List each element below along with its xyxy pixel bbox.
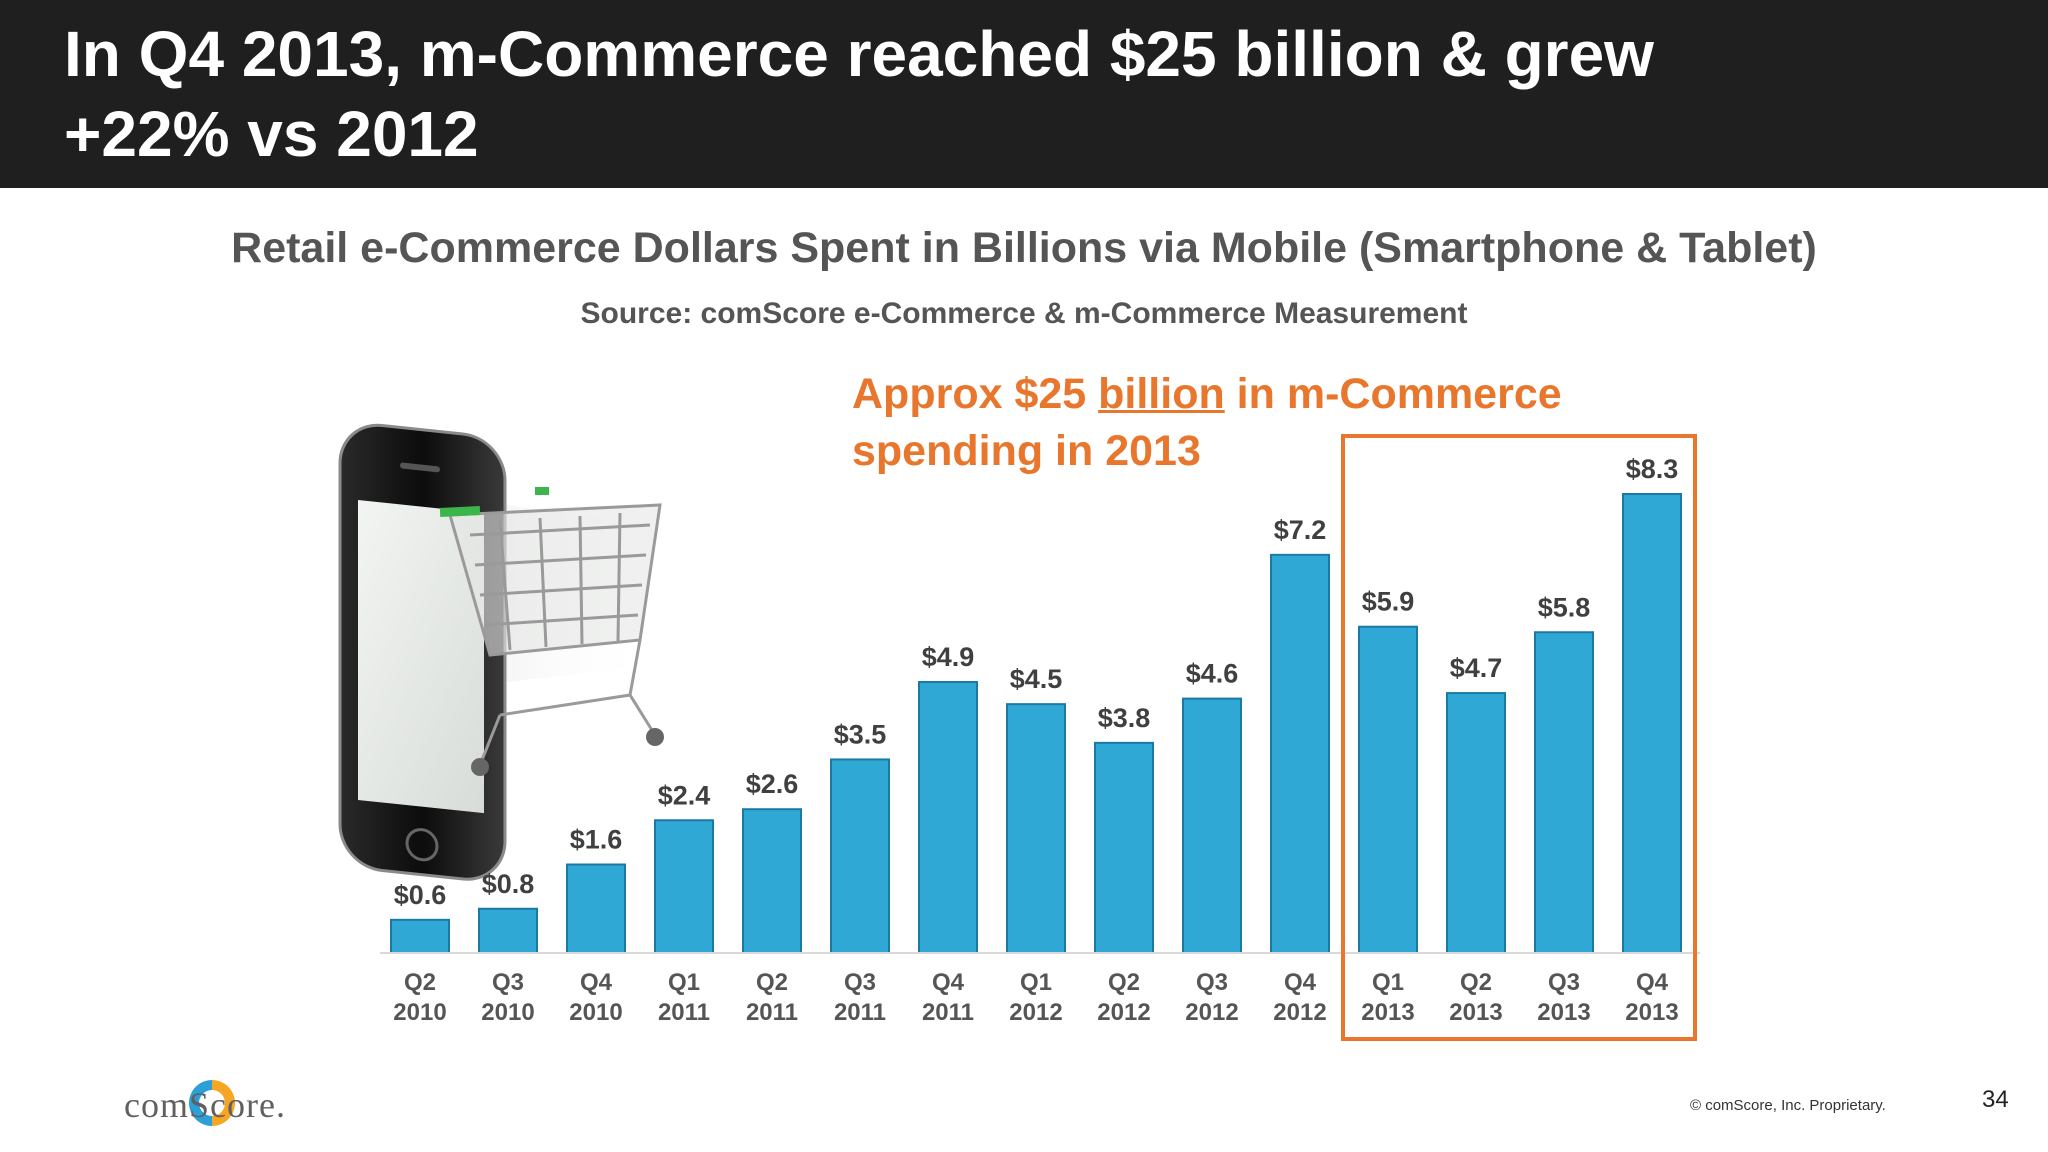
bar-2 <box>566 863 626 954</box>
x-tick-label-10-0: Q4 <box>1284 969 1317 996</box>
data-label-9: $4.6 <box>1186 659 1239 689</box>
x-tick-label-7-0: Q1 <box>1020 969 1052 996</box>
bar-3 <box>654 819 714 954</box>
data-label-1: $0.8 <box>482 869 535 899</box>
x-tick-label-9-1: 2012 <box>1185 999 1238 1026</box>
data-label-0: $0.6 <box>394 880 447 910</box>
data-label-6: $4.9 <box>922 642 975 672</box>
x-tick-label-2-0: Q4 <box>580 969 613 996</box>
x-tick-label-4-1: 2011 <box>746 999 798 1026</box>
x-tick-label-1-1: 2010 <box>481 999 534 1026</box>
bar-5 <box>830 758 890 955</box>
x-tick-label-1-0: Q3 <box>492 969 524 996</box>
bar-8 <box>1094 741 1154 954</box>
callout-underlined-word: billion <box>1098 370 1225 418</box>
bar-0 <box>390 918 450 954</box>
slide-header: In Q4 2013, m-Commerce reached $25 billi… <box>0 0 2048 188</box>
data-label-4: $2.6 <box>746 769 799 799</box>
data-label-11: $5.9 <box>1362 587 1415 617</box>
bar-7 <box>1006 703 1066 955</box>
x-tick-label-2-1: 2010 <box>569 999 622 1026</box>
x-tick-label-3-0: Q1 <box>668 969 700 996</box>
x-tick-label-9-0: Q3 <box>1196 969 1228 996</box>
copyright-notice: © comScore, Inc. Proprietary. <box>1690 1097 1886 1114</box>
data-label-14: $8.3 <box>1626 454 1679 484</box>
callout-annotation: Approx $25 billion in m-Commerce spendin… <box>852 366 1562 480</box>
data-label-3: $2.4 <box>658 780 711 810</box>
bar-13 <box>1534 631 1594 954</box>
x-tick-label-13-1: 2013 <box>1537 999 1590 1026</box>
bars-layer <box>390 493 1682 955</box>
callout-text-line2: spending in 2013 <box>852 427 1201 475</box>
data-label-5: $3.5 <box>834 719 887 749</box>
slide-title: In Q4 2013, m-Commerce reached $25 billi… <box>64 18 1654 170</box>
data-label-2: $1.6 <box>570 825 623 855</box>
x-tick-label-0-0: Q2 <box>404 969 436 996</box>
data-label-7: $4.5 <box>1010 664 1063 694</box>
bar-14 <box>1622 493 1682 954</box>
highlight-box-2013 <box>1341 434 1697 1041</box>
comscore-logo-icon <box>189 1080 235 1126</box>
data-label-12: $4.7 <box>1450 653 1503 683</box>
x-tick-label-13-0: Q3 <box>1548 969 1580 996</box>
x-tick-label-7-1: 2012 <box>1009 999 1062 1026</box>
callout-text-end: in m-Commerce <box>1224 370 1562 418</box>
x-tick-label-6-0: Q4 <box>932 969 965 996</box>
x-tick-label-8-0: Q2 <box>1108 969 1140 996</box>
bar-12 <box>1446 692 1506 954</box>
comscore-logo-text: comScore. <box>124 1085 286 1125</box>
bar-10 <box>1270 553 1330 954</box>
bar-6 <box>918 681 978 954</box>
phone-shopping-cart-illustration <box>338 423 664 881</box>
data-label-8: $3.8 <box>1098 703 1151 733</box>
x-tick-label-5-1: 2011 <box>834 999 886 1026</box>
x-tick-label-14-1: 2013 <box>1625 999 1678 1026</box>
x-tick-label-5-0: Q3 <box>844 969 876 996</box>
x-tick-label-4-0: Q2 <box>756 969 788 996</box>
x-tick-label-0-1: 2010 <box>393 999 446 1026</box>
chart-title: Retail e-Commerce Dollars Spent in Billi… <box>231 224 1817 272</box>
bar-11 <box>1358 625 1418 954</box>
data-label-10: $7.2 <box>1274 515 1327 545</box>
x-tick-label-10-1: 2012 <box>1273 999 1326 1026</box>
x-tick-label-12-1: 2013 <box>1449 999 1502 1026</box>
x-tick-label-6-1: 2011 <box>922 999 974 1026</box>
data-label-13: $5.8 <box>1538 592 1591 622</box>
chart-subtitle: Source: comScore e-Commerce & m-Commerce… <box>580 297 1468 330</box>
callout-text-start: Approx $25 <box>852 370 1099 418</box>
x-tick-label-3-1: 2011 <box>658 999 710 1026</box>
page-number: 34 <box>1982 1086 2009 1113</box>
x-tick-label-11-1: 2013 <box>1361 999 1414 1026</box>
bar-4 <box>742 808 802 954</box>
labels-layer: $0.6 Q2 2010 $0.8 Q3 2010 $1.6 Q4 2010 $2.4 Q1 2011… <box>393 454 1678 1026</box>
bar-1 <box>478 907 538 954</box>
x-tick-label-11-0: Q1 <box>1372 969 1404 996</box>
x-tick-label-14-0: Q4 <box>1636 969 1669 996</box>
bar-9 <box>1182 697 1242 954</box>
x-tick-label-8-1: 2012 <box>1097 999 1150 1026</box>
x-tick-label-12-0: Q2 <box>1460 969 1492 996</box>
